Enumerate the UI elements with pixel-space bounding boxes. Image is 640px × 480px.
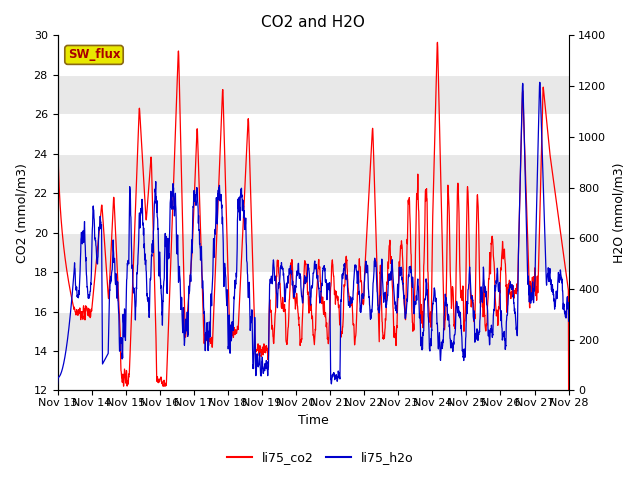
- Y-axis label: H2O (mmol/m3): H2O (mmol/m3): [612, 163, 625, 263]
- Bar: [58, 272, 568, 312]
- Bar: [58, 193, 568, 233]
- Y-axis label: CO2 (mmol/m3): CO2 (mmol/m3): [15, 163, 28, 263]
- Bar: [58, 351, 568, 390]
- Legend: li75_co2, li75_h2o: li75_co2, li75_h2o: [221, 446, 419, 469]
- Title: CO2 and H2O: CO2 and H2O: [261, 15, 365, 30]
- Bar: [58, 36, 568, 75]
- X-axis label: Time: Time: [298, 414, 328, 427]
- Bar: [58, 114, 568, 154]
- Text: SW_flux: SW_flux: [68, 48, 120, 61]
